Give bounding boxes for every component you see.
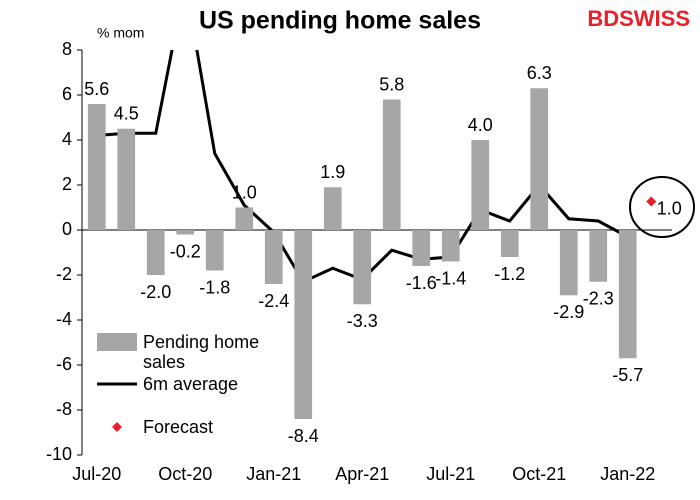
data-label: 5.8 — [379, 74, 404, 94]
annotation-circle — [629, 176, 695, 238]
data-label: -1.8 — [199, 277, 230, 297]
x-tick-label: Jan-22 — [600, 464, 655, 484]
y-tick-label: 2 — [62, 174, 72, 194]
bar — [235, 207, 254, 230]
logo: BDSWISS — [587, 6, 690, 31]
data-label: 1.9 — [320, 162, 345, 182]
legend-label: Forecast — [143, 417, 214, 437]
y-axis-label: % mom — [97, 25, 144, 41]
legend-label: 6m average — [143, 374, 239, 394]
bar — [323, 187, 342, 230]
data-label: 5.6 — [84, 79, 109, 99]
data-label: 6.3 — [527, 63, 552, 83]
data-label: -1.2 — [494, 264, 525, 284]
bar — [530, 88, 549, 230]
y-tick-label: 6 — [62, 84, 72, 104]
data-label: -0.2 — [170, 241, 201, 261]
bar — [176, 230, 195, 235]
bar — [589, 230, 608, 282]
bar — [264, 230, 283, 284]
x-tick-label: Jan-21 — [246, 464, 301, 484]
data-label: -3.3 — [347, 311, 378, 331]
data-label: -2.4 — [258, 291, 289, 311]
data-label: 1.0 — [232, 182, 257, 202]
y-tick-label: -4 — [56, 309, 72, 329]
data-label: -2.0 — [140, 282, 171, 302]
bar — [146, 230, 165, 275]
y-tick-label: 8 — [62, 39, 72, 59]
data-label: -8.4 — [288, 426, 319, 446]
bar — [87, 104, 106, 230]
y-tick-label: -8 — [56, 399, 72, 419]
x-tick-label: Apr-21 — [335, 464, 389, 484]
legend-label: Pending home sales — [143, 332, 260, 372]
chart-title: US pending home sales — [199, 7, 481, 35]
y-tick-label: -6 — [56, 354, 72, 374]
bar — [205, 230, 224, 271]
x-tick-label: Oct-21 — [512, 464, 566, 484]
data-label: 4.5 — [114, 104, 139, 124]
bar — [117, 128, 136, 230]
bar — [441, 230, 460, 262]
bar — [559, 230, 578, 296]
data-label: 1.0 — [657, 198, 682, 218]
y-tick-label: -10 — [46, 444, 72, 464]
x-tick-label: Jul-20 — [72, 464, 121, 484]
bar — [353, 230, 372, 305]
forecast-marker — [646, 196, 657, 207]
y-tick-label: 4 — [62, 129, 72, 149]
bar — [412, 230, 431, 266]
y-tick-label: 0 — [62, 219, 72, 239]
data-label: -2.3 — [583, 289, 614, 309]
bar — [471, 140, 490, 230]
data-label: -2.9 — [553, 302, 584, 322]
data-label: 4.0 — [468, 115, 493, 135]
legend-swatch — [112, 422, 122, 432]
data-label: -5.7 — [612, 365, 643, 385]
bar — [618, 230, 637, 359]
x-tick-label: Oct-20 — [158, 464, 212, 484]
y-tick-label: -2 — [56, 264, 72, 284]
bar — [500, 230, 519, 257]
data-label: -1.6 — [406, 273, 437, 293]
x-tick-label: Jul-21 — [426, 464, 475, 484]
data-label: -1.4 — [435, 268, 466, 288]
bar — [382, 99, 401, 230]
legend-swatch — [97, 333, 137, 351]
bar — [294, 230, 313, 419]
